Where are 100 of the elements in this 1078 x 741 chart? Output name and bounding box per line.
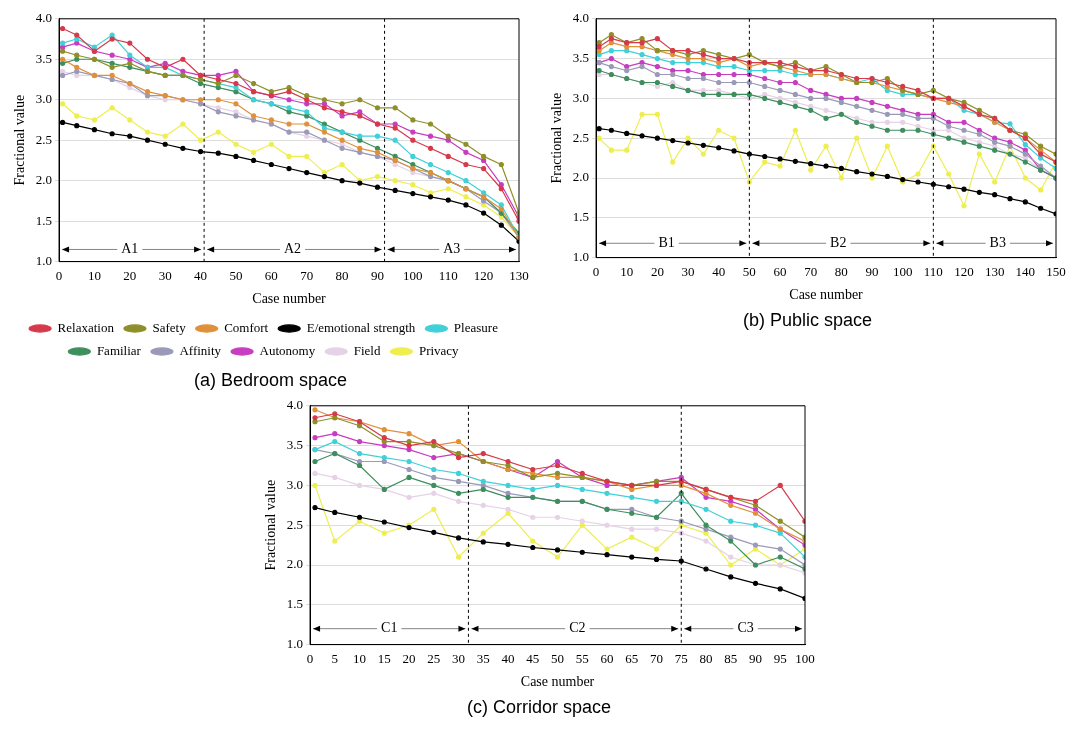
x-tick-label: 80 — [335, 267, 349, 283]
x-tick-label: 30 — [158, 267, 172, 283]
y-tick-label: 1.0 — [35, 253, 53, 269]
x-tick-label: 10 — [620, 263, 634, 279]
legend-label: Affinity — [179, 342, 222, 358]
x-tick-label: 100 — [892, 263, 913, 279]
y-tick-label: 3.0 — [35, 91, 53, 107]
y-tick-label: 1.0 — [286, 636, 304, 652]
x-tick-label: 60 — [773, 263, 787, 279]
x-tick-label: 0 — [55, 267, 63, 283]
x-tick-label: 80 — [699, 650, 713, 666]
legend-label: Relaxation — [57, 319, 115, 335]
x-tick-label: 65 — [625, 650, 639, 666]
y-tick-label: 2.0 — [35, 172, 53, 188]
x-tick-label: 30 — [452, 650, 466, 666]
x-tick-label: 80 — [834, 263, 848, 279]
x-tick-label: 70 — [650, 650, 664, 666]
y-tick-label: 4.0 — [286, 397, 304, 413]
annotation: A2 — [284, 241, 302, 257]
x-tick-label: 20 — [650, 263, 664, 279]
x-tick-label: 25 — [427, 650, 441, 666]
legend-label: Comfort — [224, 319, 269, 335]
x-tick-label: 70 — [300, 267, 314, 283]
x-axis-title: Case number — [520, 674, 595, 690]
x-tick-label: 5 — [331, 650, 339, 666]
legend-label: Pleasure — [453, 319, 499, 335]
x-tick-label: 60 — [600, 650, 614, 666]
y-tick-label: 1.0 — [572, 249, 590, 265]
y-tick-label: 2.0 — [572, 169, 590, 185]
x-axis-title: Case number — [789, 287, 864, 303]
legend-label: E/emotional strength — [306, 319, 416, 335]
x-tick-label: 35 — [476, 650, 490, 666]
x-tick-label: 40 — [712, 263, 726, 279]
legend-label: Familiar — [96, 342, 142, 358]
annotation: A3 — [443, 241, 461, 257]
x-tick-label: 140 — [1015, 263, 1036, 279]
x-tick-label: 130 — [984, 263, 1005, 279]
text: (c) Corridor space — [465, 697, 612, 718]
x-tick-label: 150 — [1046, 263, 1066, 279]
x-tick-label: 0 — [306, 650, 314, 666]
x-tick-label: 50 — [742, 263, 756, 279]
x-tick-label: 40 — [501, 650, 515, 666]
annotation: A1 — [121, 241, 139, 257]
y-tick-label: 1.5 — [572, 209, 590, 225]
x-tick-label: 10 — [87, 267, 101, 283]
x-tick-label: 90 — [865, 263, 879, 279]
x-tick-label: 30 — [681, 263, 695, 279]
x-tick-label: 90 — [370, 267, 384, 283]
legend-label: Safety — [152, 319, 187, 335]
x-tick-label: 40 — [194, 267, 208, 283]
annotation: B2 — [830, 234, 847, 250]
y-tick-label: 2.5 — [572, 129, 590, 145]
x-tick-label: 50 — [551, 650, 565, 666]
x-tick-label: 85 — [724, 650, 738, 666]
legend-label: Privacy — [418, 342, 460, 358]
x-tick-label: 90 — [749, 650, 763, 666]
x-tick-label: 50 — [229, 267, 243, 283]
y-tick-label: 2.5 — [35, 131, 53, 147]
x-tick-label: 120 — [954, 263, 974, 279]
x-tick-label: 0 — [592, 263, 600, 279]
y-axis-title: Fractional value — [12, 94, 28, 186]
y-tick-label: 3.0 — [286, 476, 304, 492]
x-tick-label: 120 — [473, 267, 494, 283]
y-tick-label: 3.5 — [572, 50, 590, 66]
y-tick-label: 2.5 — [286, 516, 304, 532]
text: (b) Public space — [741, 310, 874, 331]
x-tick-label: 130 — [509, 267, 529, 283]
annotation: C1 — [381, 620, 398, 636]
x-tick-label: 100 — [795, 650, 815, 666]
x-tick-label: 75 — [674, 650, 688, 666]
x-tick-label: 20 — [402, 650, 416, 666]
x-tick-label: 100 — [403, 267, 423, 283]
y-tick-label: 4.0 — [572, 10, 590, 26]
x-tick-label: 15 — [377, 650, 391, 666]
annotation: C3 — [737, 620, 754, 636]
legend-label: Field — [353, 342, 381, 358]
x-tick-label: 70 — [804, 263, 818, 279]
y-axis-title: Fractional value — [263, 479, 279, 571]
annotation: B1 — [658, 234, 675, 250]
y-tick-label: 1.5 — [35, 212, 53, 228]
x-axis-title: Case number — [252, 291, 327, 307]
annotation: B3 — [989, 234, 1006, 250]
annotation: C2 — [569, 620, 586, 636]
x-tick-label: 20 — [123, 267, 137, 283]
x-tick-label: 60 — [264, 267, 278, 283]
y-tick-label: 3.5 — [286, 437, 304, 453]
x-tick-label: 110 — [923, 263, 943, 279]
y-tick-label: 2.0 — [286, 556, 304, 572]
x-tick-label: 10 — [353, 650, 367, 666]
x-tick-label: 95 — [773, 650, 787, 666]
legend-label: Autonomy — [259, 342, 316, 358]
y-tick-label: 3.5 — [35, 50, 53, 66]
x-tick-label: 45 — [526, 650, 540, 666]
x-tick-label: 55 — [575, 650, 589, 666]
y-tick-label: 4.0 — [35, 10, 53, 26]
x-tick-label: 110 — [438, 267, 458, 283]
text: (a) Bedroom space — [192, 370, 349, 391]
y-tick-label: 1.5 — [286, 596, 304, 612]
y-axis-title: Fractional value — [549, 92, 565, 184]
y-tick-label: 3.0 — [572, 89, 590, 105]
